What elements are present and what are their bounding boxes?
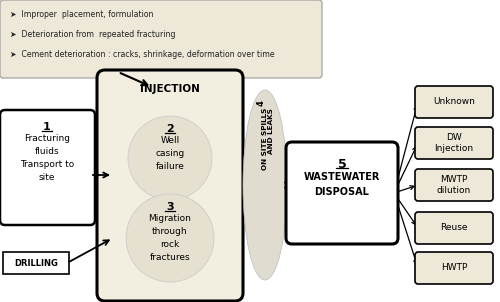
Text: through: through	[152, 227, 188, 236]
Text: Unknown: Unknown	[433, 98, 475, 107]
Text: fluids: fluids	[34, 147, 59, 156]
Text: DW
Injection: DW Injection	[434, 133, 474, 153]
FancyBboxPatch shape	[415, 212, 493, 244]
FancyBboxPatch shape	[415, 252, 493, 284]
Text: Fracturing: Fracturing	[24, 134, 70, 143]
FancyBboxPatch shape	[286, 142, 398, 244]
FancyBboxPatch shape	[0, 110, 95, 225]
Text: site: site	[39, 173, 55, 182]
Circle shape	[126, 194, 214, 282]
Text: 1: 1	[43, 122, 51, 132]
Text: Migration: Migration	[148, 214, 192, 223]
Text: fractures: fractures	[150, 253, 190, 262]
Ellipse shape	[243, 90, 287, 280]
Text: HWTP: HWTP	[441, 264, 467, 272]
FancyBboxPatch shape	[3, 252, 69, 274]
Text: DISPOSAL: DISPOSAL	[314, 187, 370, 197]
FancyBboxPatch shape	[415, 169, 493, 201]
FancyBboxPatch shape	[415, 86, 493, 118]
FancyBboxPatch shape	[415, 127, 493, 159]
FancyBboxPatch shape	[0, 0, 322, 78]
Text: ON SITE SPILLS: ON SITE SPILLS	[262, 108, 268, 170]
Text: 3: 3	[166, 202, 174, 212]
Text: rock: rock	[160, 240, 180, 249]
Text: Transport to: Transport to	[20, 160, 74, 169]
FancyBboxPatch shape	[97, 70, 243, 301]
Text: MWTP
dilution: MWTP dilution	[437, 175, 471, 195]
Text: ➤  Cement deterioration : cracks, shrinkage, deformation over time: ➤ Cement deterioration : cracks, shrinka…	[10, 50, 274, 59]
Text: Well: Well	[160, 136, 180, 145]
Text: WASTEWATER: WASTEWATER	[304, 172, 380, 182]
Text: ➤  Improper  placement, formulation: ➤ Improper placement, formulation	[10, 10, 154, 19]
Text: DRILLING: DRILLING	[14, 259, 58, 268]
Text: ➤  Deterioration from  repeated fracturing: ➤ Deterioration from repeated fracturing	[10, 30, 175, 39]
Text: AND LEAKS: AND LEAKS	[268, 108, 274, 154]
Text: 5: 5	[338, 158, 346, 171]
Text: INJECTION: INJECTION	[140, 84, 200, 94]
Text: casing: casing	[156, 149, 184, 158]
Text: Reuse: Reuse	[440, 223, 468, 233]
Text: 2: 2	[166, 124, 174, 134]
Circle shape	[128, 116, 212, 200]
Text: failure: failure	[156, 162, 184, 171]
Text: 4: 4	[256, 100, 266, 106]
